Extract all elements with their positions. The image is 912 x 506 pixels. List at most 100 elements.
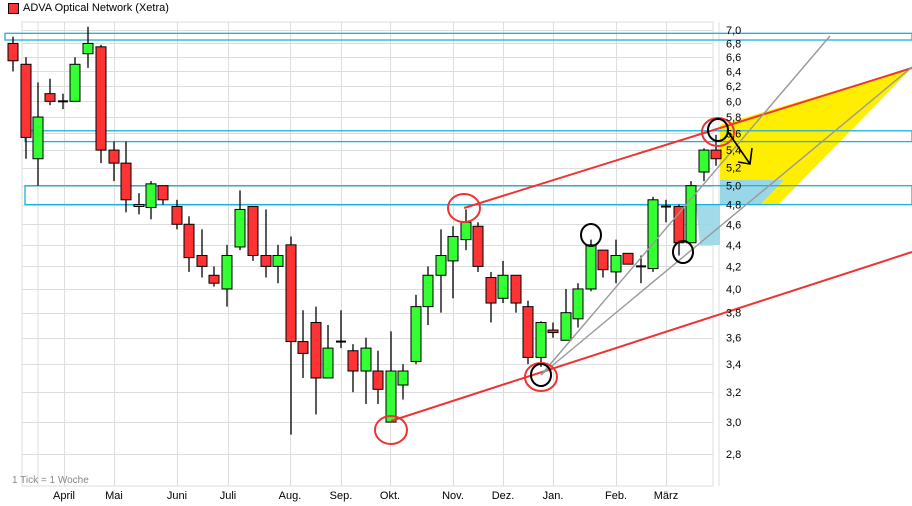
candle-body-up [647, 199, 659, 270]
candle [510, 274, 522, 313]
candle-body-up [610, 254, 622, 273]
candle [547, 322, 559, 338]
candle-body-down [44, 93, 56, 102]
candle-body-up [572, 288, 584, 320]
black-circle-marker [707, 118, 729, 142]
candle [360, 337, 372, 404]
y-tick-label: 4,8 [726, 200, 741, 212]
candle-body-up [145, 183, 157, 208]
candle-body-up [535, 322, 547, 358]
candles [7, 26, 722, 435]
candle [58, 93, 68, 110]
y-tick-label: 3,0 [726, 417, 741, 429]
candle [32, 82, 44, 186]
candle [385, 331, 397, 423]
candle [435, 229, 447, 313]
candle-body-up [385, 370, 397, 423]
candle [622, 252, 634, 265]
x-tick-label: Sep. [330, 490, 353, 502]
candle-body-down [20, 63, 32, 138]
candle [260, 209, 272, 278]
candle [133, 193, 145, 215]
red-circle-marker [447, 193, 481, 223]
candle [108, 141, 120, 182]
candle-body-up [32, 116, 44, 160]
x-tick-label: Juli [220, 490, 237, 502]
candle [297, 310, 309, 378]
y-tick-label: 6,8 [726, 38, 741, 50]
candle [347, 344, 359, 393]
y-tick-label: 6,0 [726, 96, 741, 108]
x-tick-label: Feb. [605, 490, 627, 502]
red-circle-marker [374, 415, 408, 445]
candle-body-up [234, 208, 246, 248]
candle-body-up [360, 347, 372, 372]
candle-body-down [171, 206, 183, 225]
candle-body-up [133, 204, 145, 208]
candle [145, 181, 157, 220]
x-tick-label: Juni [167, 490, 187, 502]
candle [597, 249, 609, 278]
circle-annotations [374, 117, 753, 445]
x-tick-label: Nov. [442, 490, 464, 502]
candle-body-down [673, 206, 685, 244]
candle [95, 44, 107, 164]
y-tick-label: 6,2 [726, 81, 741, 93]
candle-body-down [7, 42, 19, 62]
candle-body-down [260, 254, 272, 267]
candle-body-down [285, 244, 297, 343]
y-tick-label: 4,4 [726, 240, 741, 252]
y-tick-label: 3,8 [726, 308, 741, 320]
support-band [24, 185, 912, 206]
candle [497, 260, 509, 304]
candle-body-down [522, 306, 534, 358]
candle-body-up [435, 254, 447, 276]
y-tick-label: 6,6 [726, 52, 741, 64]
candle [472, 222, 484, 272]
candle-body-up [560, 312, 572, 341]
x-tick-label: April [53, 490, 75, 502]
candle [610, 239, 622, 284]
candle-body-up [685, 185, 697, 244]
y-tick-label: 5,6 [726, 128, 741, 140]
candle [522, 300, 534, 365]
candle-body-down [183, 223, 195, 259]
y-tick-label: 5,2 [726, 163, 741, 175]
candle-body-up [69, 63, 81, 102]
candle [171, 199, 183, 230]
candle-body-down [347, 350, 359, 372]
y-tick-label: 5,8 [726, 112, 741, 124]
y-tick-label: 3,4 [726, 359, 741, 371]
x-tick-label: Dez. [492, 490, 515, 502]
candle-body-up [497, 274, 509, 299]
candle [397, 364, 409, 400]
candle-body-up [698, 149, 710, 173]
arrow-down-icon [727, 131, 751, 165]
grid [21, 21, 720, 487]
x-axis: April Mai Juni Juli Aug. Sep. Okt. Nov. Dez. Jan.… [53, 490, 678, 502]
candle-body-down [485, 277, 497, 304]
y-tick-label: 4,0 [726, 284, 741, 296]
candle [208, 266, 220, 287]
candle [234, 190, 246, 251]
candle-body-down [208, 274, 220, 284]
red-trendline [390, 251, 912, 422]
candle [44, 78, 56, 106]
candle [69, 57, 81, 102]
candle [322, 325, 334, 379]
candle-body-up [397, 370, 409, 386]
candle-body-down [510, 274, 522, 304]
yellow-wedge [720, 68, 912, 205]
candle-body-down [157, 185, 169, 201]
candle-body-down [710, 149, 722, 160]
y-axis: 7,06,8 6,6 6,4 6,2 6,0 5,8 5,6 5,4 5,2 5,0 4,8 4,6 4… [726, 25, 741, 461]
x-tick-label: März [654, 490, 678, 502]
candle-body-down [310, 322, 322, 379]
y-tick-label: 4,2 [726, 261, 741, 273]
candle-body-up [422, 274, 434, 308]
candle-body-down [622, 252, 634, 265]
candle [636, 255, 646, 284]
y-tick-label: 3,6 [726, 333, 741, 345]
black-circle-marker [530, 363, 552, 387]
